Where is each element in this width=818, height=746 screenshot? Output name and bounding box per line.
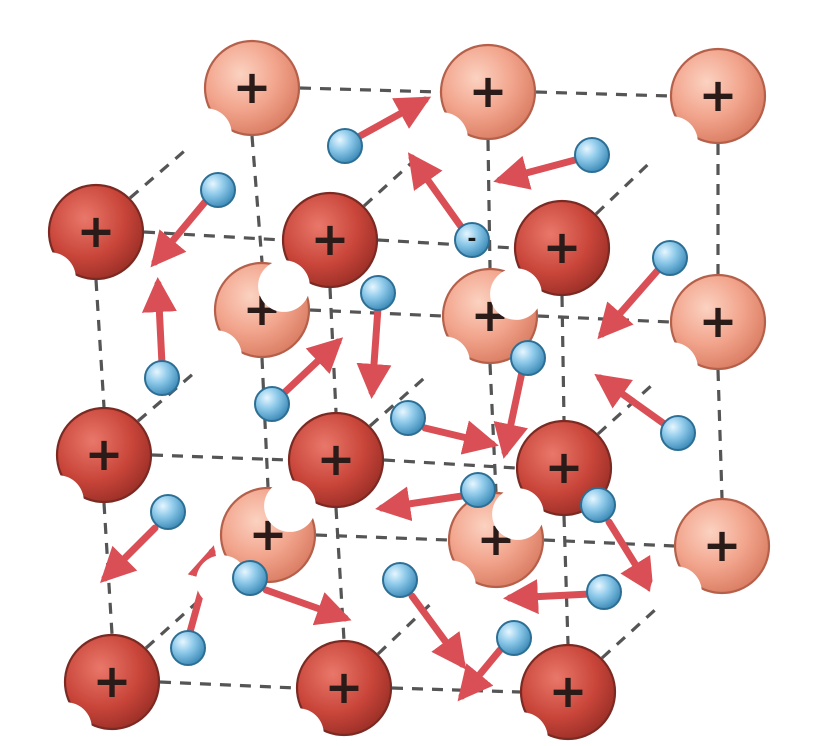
lattice-line — [383, 458, 517, 470]
motion-arrow — [262, 586, 352, 626]
electron-motion-arrows — [100, 96, 667, 702]
ion-charge-label: + — [699, 294, 738, 348]
free-electron: - — [454, 222, 490, 258]
lattice-line — [260, 357, 270, 488]
lattice-lines — [94, 86, 724, 694]
ion-charge-label: + — [699, 68, 738, 122]
free-electron — [660, 415, 696, 451]
motion-arrow — [100, 524, 159, 583]
free-electron — [144, 360, 180, 396]
positive-ions: + + ++ + ++ + ++ + ++ + ++ + + — [24, 39, 771, 746]
free-electron — [327, 128, 363, 164]
positive-ion: + — [272, 639, 393, 746]
positive-ion: + — [646, 273, 767, 394]
positive-ion: + — [490, 199, 611, 320]
positive-ion: + — [180, 39, 301, 160]
free-electron — [580, 487, 616, 523]
motion-arrow — [281, 337, 344, 396]
free-electron — [360, 275, 396, 311]
motion-arrow — [421, 420, 499, 455]
lattice-line — [151, 453, 289, 462]
lattice-line — [560, 295, 566, 421]
ion-charge-label: + — [545, 440, 584, 494]
motion-arrow — [407, 152, 466, 232]
free-electron — [510, 340, 546, 376]
positive-ion: + — [196, 486, 317, 607]
ion-charge-label: + — [85, 427, 124, 481]
positive-ion: + — [264, 411, 385, 532]
free-electron — [496, 620, 532, 656]
lattice-line — [488, 363, 498, 493]
motion-arrow — [375, 486, 466, 522]
motion-arrow — [594, 373, 667, 427]
ion-charge-label: + — [703, 518, 742, 572]
lattice-line — [159, 680, 297, 690]
ion-charge-label: + — [543, 220, 582, 274]
lattice-line — [716, 369, 724, 499]
free-electron — [390, 400, 426, 436]
motion-arrow — [493, 155, 579, 190]
positive-ion: + — [32, 406, 153, 527]
motion-arrow — [150, 198, 209, 268]
motion-arrow — [503, 579, 594, 615]
free-electron — [586, 574, 622, 610]
positive-ion: + — [416, 43, 537, 164]
ion-charge-label: + — [93, 654, 132, 708]
lattice-line — [535, 90, 671, 98]
free-electron — [170, 630, 206, 666]
ion-charge-label: + — [325, 660, 364, 714]
lattice-line — [377, 238, 515, 250]
positive-ion: + — [646, 47, 767, 168]
lattice-line — [250, 135, 264, 263]
free-electron — [460, 472, 496, 508]
ion-charge-label: + — [233, 60, 272, 114]
motion-arrow — [356, 304, 392, 399]
lattice-line — [94, 279, 106, 408]
ion-charge-label: + — [317, 432, 356, 486]
positive-ion: + — [258, 191, 379, 312]
electron-charge-label: - — [467, 227, 476, 252]
motion-arrow — [408, 592, 467, 670]
motion-arrow — [493, 368, 528, 459]
lattice-line — [537, 314, 671, 324]
positive-ion: + — [24, 183, 145, 304]
lattice-line — [486, 139, 492, 269]
motion-arrow — [457, 646, 504, 702]
free-electron — [254, 386, 290, 422]
free-electron — [150, 494, 186, 530]
free-electron — [382, 562, 418, 598]
free-electron — [574, 137, 610, 173]
free-electrons: - — [144, 128, 696, 666]
lattice-line — [562, 515, 570, 645]
free-electron — [232, 560, 268, 596]
free-electron — [200, 172, 236, 208]
positive-ion: + — [650, 497, 771, 618]
motion-arrow — [605, 518, 654, 594]
ion-charge-label: + — [77, 204, 116, 258]
lattice-line — [315, 533, 449, 542]
lattice-line — [391, 686, 521, 694]
free-electron — [652, 240, 688, 276]
motion-arrow — [141, 277, 177, 368]
ion-charge-label: + — [549, 664, 588, 718]
lattice-line — [299, 86, 441, 94]
positive-ion: + — [40, 633, 161, 746]
motion-arrow — [356, 96, 432, 140]
ion-charge-label: + — [469, 64, 508, 118]
positive-ion: + — [496, 643, 617, 746]
motion-arrow — [597, 266, 662, 340]
ion-charge-label: + — [311, 212, 350, 266]
